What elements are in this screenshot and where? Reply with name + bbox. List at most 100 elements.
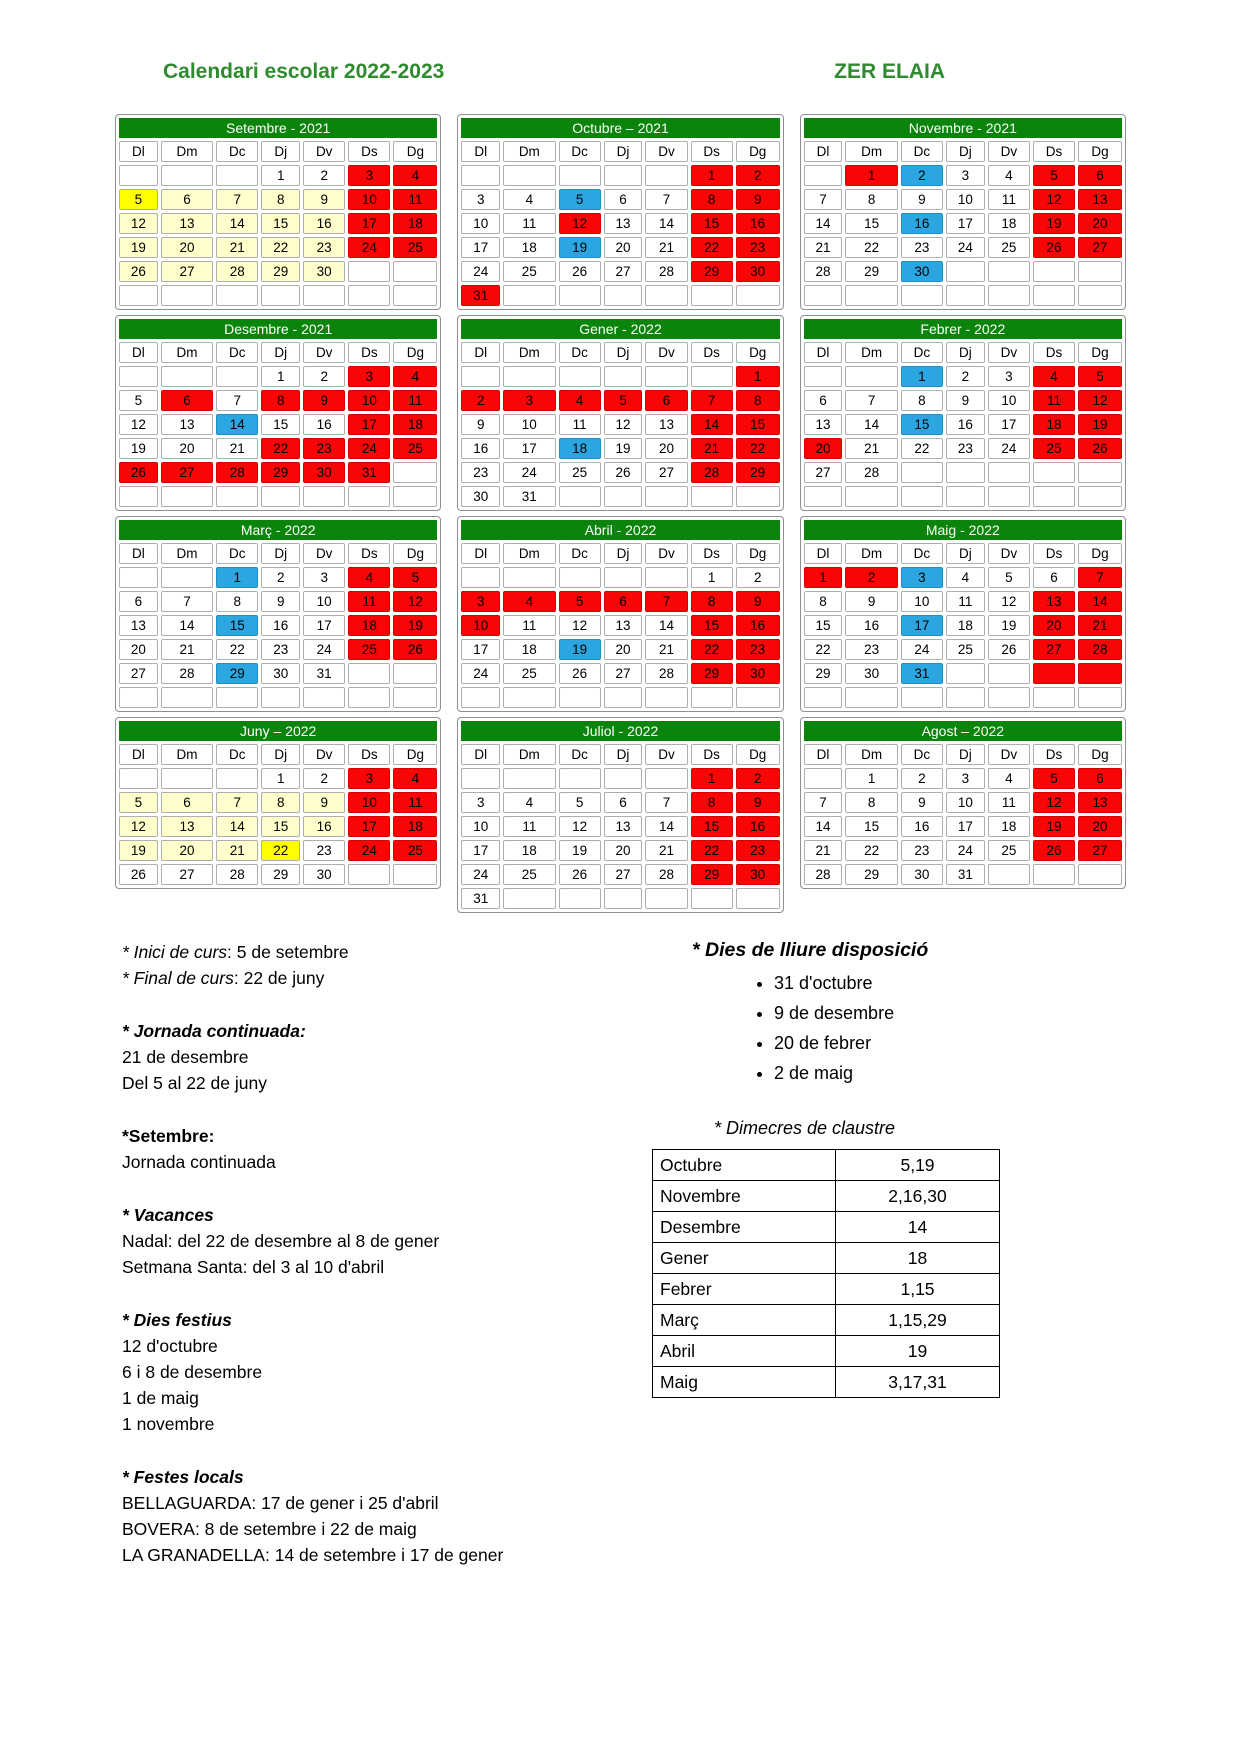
calendar-day: 12 [1078,390,1122,411]
calendar-day: 11 [503,816,556,837]
calendar-day: 3 [461,792,501,813]
calendar-day: 4 [945,567,985,588]
calendar-day-empty [503,768,556,789]
calendar-day: 26 [1032,237,1076,258]
calendar-day: 18 [348,615,391,636]
claustre-days: 5,19 [835,1149,1000,1181]
calendar-day: 25 [348,639,391,660]
week-row: 17 18 19 20 21 22 23 [461,639,780,660]
weekday-header: Dg [735,141,780,162]
note-text: BELLAGUARDA: 17 de gener i 25 d'abril [122,1493,439,1513]
calendar-day-empty [987,864,1030,885]
calendar-day: 18 [987,816,1030,837]
weekday-header: Dj [261,543,301,564]
calendar-day: 14 [845,414,898,435]
calendar-day: 24 [348,840,391,861]
note-line: * Vacances [122,1202,637,1228]
calendar-day-empty [558,687,601,708]
weekday-header: Dj [261,342,301,363]
calendar-day: 24 [503,462,556,483]
calendar-day: 16 [845,615,898,636]
calendar-day-empty [393,462,438,483]
month-calendar: Octubre – 2021 Dl Dm Dc Dj Dv Ds Dg 1 2 3 4 5 6 7 8 9 10 1… [457,114,784,310]
month-calendar: Gener - 2022 Dl Dm Dc Dj Dv Ds Dg 1 2 3 4 5 6 7 8 9 10 11 1… [457,315,784,511]
week-row: 27 28 [803,462,1122,483]
calendar-day: 18 [987,213,1030,234]
calendar-day: 27 [603,864,643,885]
week-row: 21 22 23 24 25 26 27 [803,840,1122,861]
calendar-day: 24 [461,261,501,282]
calendar-day: 8 [735,390,780,411]
free-days-list: 31 d'octubre9 de desembre20 de febrer2 d… [652,968,1000,1088]
calendar-day: 8 [690,591,733,612]
calendar-day: 21 [803,840,843,861]
week-row: 10 11 12 13 14 15 16 [461,615,780,636]
weekday-header: Dc [900,141,943,162]
note-text: * Jornada continuada: [122,1021,306,1041]
calendar-day: 5 [393,567,438,588]
note-line: 21 de desembre [122,1044,637,1070]
weekday-header: Dm [503,141,556,162]
month-calendar: Setembre - 2021 Dl Dm Dc Dj Dv Ds Dg 1 2 3 4 5 6 7 8 9 10… [115,114,442,310]
claustre-days: 1,15 [835,1273,1000,1305]
calendar-day: 18 [393,816,438,837]
calendar-day: 7 [1078,567,1122,588]
calendar-day: 7 [160,591,214,612]
notes-left: * Inici de curs: 5 de setembre * Final de… [122,939,637,1568]
calendar-day: 14 [645,615,688,636]
calendar-day: 1 [690,768,733,789]
weekday-header: Dg [735,543,780,564]
calendar-day: 1 [216,567,259,588]
calendar-day: 6 [160,189,214,210]
weekday-header: Dg [1078,141,1122,162]
note-text: Setmana Santa: del 3 al 10 d'abril [122,1257,385,1277]
weekday-header: Dc [900,543,943,564]
calendar-day-empty [119,567,158,588]
weekday-header: Ds [348,744,391,765]
claustre-month: Febrer [652,1273,836,1305]
calendar-day: 4 [393,165,438,186]
calendar-day-empty [461,768,501,789]
calendar-day-empty [1078,285,1122,306]
calendar-day: 19 [603,438,643,459]
note-line: Del 5 al 22 de juny [122,1070,637,1096]
note-line: 1 de maig [122,1385,637,1411]
calendar-day: 11 [393,390,438,411]
month-title: Agost – 2022 [803,721,1122,741]
calendar-day: 12 [558,615,601,636]
weekday-header: Dj [261,744,301,765]
week-row: 12 13 14 15 16 17 18 [119,414,438,435]
calendar-day: 28 [216,261,259,282]
calendar-day: 15 [900,414,943,435]
calendar-day-empty [645,366,688,387]
calendar-day: 10 [461,816,501,837]
weekday-header: Ds [690,342,733,363]
calendar-day: 1 [900,366,943,387]
free-day-item: 20 de febrer [774,1028,1000,1058]
calendar-day: 30 [461,486,501,507]
calendar-day-empty [690,888,733,909]
calendar-day: 13 [803,414,843,435]
free-day-item: 2 de maig [774,1058,1000,1088]
claustre-month: Maig [652,1366,836,1398]
calendar-day: 21 [690,438,733,459]
month-calendar: Maig - 2022 Dl Dm Dc Dj Dv Ds Dg 1 2 3 4 5 6 7 8 9 10 11 12… [799,516,1126,712]
calendar-day: 27 [645,462,688,483]
calendar-day: 2 [303,768,346,789]
calendar-day: 30 [261,663,301,684]
month-calendar: Juny – 2022 Dl Dm Dc Dj Dv Ds Dg 1 2 3 4 5 6 7 8 9 10 11 12… [115,717,442,889]
note-text: 12 d'octubre [122,1336,218,1356]
calendar-day: 1 [261,768,301,789]
calendar-day-empty [119,366,158,387]
weekday-header: Dm [160,141,214,162]
calendar-day-empty [348,864,391,885]
weekday-header: Dl [119,141,158,162]
calendar-day: 30 [900,261,943,282]
calendar-day-empty [603,768,643,789]
weekday-header: Dv [303,342,346,363]
calendar-day: 10 [987,390,1030,411]
weekday-header: Dv [987,744,1030,765]
